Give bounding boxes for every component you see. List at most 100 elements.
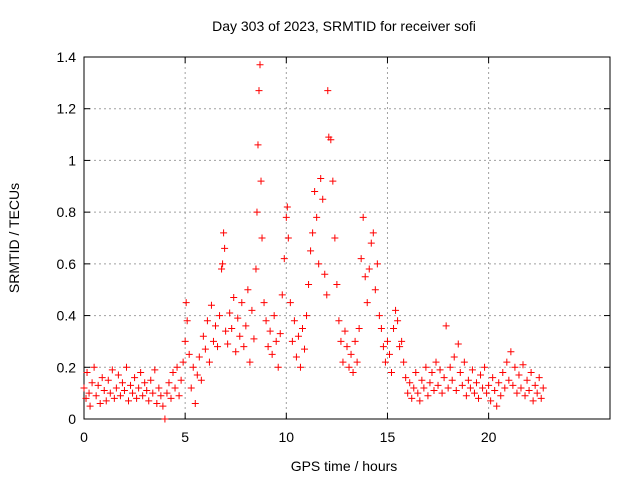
data-point: [209, 337, 217, 345]
data-point: [456, 368, 464, 376]
data-point: [324, 87, 332, 95]
data-point: [345, 363, 353, 371]
data-point: [436, 366, 444, 374]
data-point: [219, 260, 227, 268]
data-point: [149, 389, 157, 397]
data-point: [157, 392, 165, 400]
data-point: [284, 234, 292, 242]
data-point: [371, 286, 379, 294]
data-point: [481, 363, 489, 371]
data-point: [414, 389, 422, 397]
x-tick-label: 0: [80, 429, 88, 445]
data-point: [333, 281, 341, 289]
data-point: [315, 260, 323, 268]
data-point: [464, 376, 472, 384]
chart-title: Day 303 of 2023, SRMTID for receiver sof…: [212, 18, 476, 34]
data-point: [127, 381, 135, 389]
data-point: [323, 291, 331, 299]
data-point: [361, 273, 369, 281]
data-point: [86, 402, 94, 410]
data-point: [406, 379, 414, 387]
data-point: [282, 213, 290, 221]
data-point: [470, 389, 478, 397]
data-point: [163, 389, 171, 397]
data-point: [221, 244, 229, 252]
data-point: [228, 325, 236, 332]
data-point: [253, 208, 261, 216]
data-point: [139, 392, 147, 400]
y-tick-label: 1: [68, 152, 76, 168]
data-point: [161, 415, 169, 423]
data-point: [303, 312, 311, 320]
data-point: [458, 381, 466, 389]
data-point: [499, 368, 507, 376]
data-point: [351, 337, 359, 345]
data-point: [301, 345, 309, 353]
data-point: [257, 177, 265, 185]
data-point: [212, 322, 219, 330]
data-point: [96, 399, 104, 407]
data-point: [385, 350, 393, 358]
data-point: [485, 381, 493, 389]
data-point: [159, 402, 167, 410]
data-point: [319, 195, 327, 203]
data-point: [248, 306, 256, 314]
data-point: [294, 332, 302, 340]
data-point: [430, 387, 438, 395]
data-point: [412, 368, 420, 376]
data-point: [137, 368, 145, 376]
data-point: [377, 325, 385, 332]
data-point: [131, 374, 139, 382]
data-point: [94, 381, 102, 389]
data-point: [392, 306, 400, 314]
data-point: [298, 325, 306, 332]
data-point: [242, 322, 250, 330]
data-point: [497, 392, 505, 400]
data-point: [483, 389, 491, 397]
data-point: [195, 353, 203, 361]
data-point: [400, 358, 408, 366]
data-point: [110, 394, 118, 402]
data-point: [515, 371, 523, 379]
data-point: [207, 301, 215, 309]
data-point: [244, 286, 252, 294]
data-point: [276, 330, 284, 338]
data-point: [236, 332, 244, 340]
data-point: [444, 384, 452, 392]
data-point: [347, 350, 355, 358]
data-point: [426, 379, 434, 387]
data-point: [531, 381, 539, 389]
data-point: [438, 389, 446, 397]
data-point: [230, 293, 238, 301]
data-point: [388, 368, 396, 376]
data-point: [83, 368, 91, 376]
data-point: [363, 299, 371, 307]
data-point: [365, 265, 373, 273]
data-point: [246, 358, 254, 366]
data-point: [503, 358, 511, 366]
data-point: [272, 337, 280, 345]
data-point: [521, 392, 529, 400]
data-point: [290, 317, 298, 325]
data-point: [183, 317, 191, 325]
data-point: [80, 384, 88, 392]
data-point: [193, 371, 201, 379]
data-point: [440, 374, 448, 382]
gridlines: [84, 57, 610, 419]
data-point: [288, 337, 296, 345]
data-point: [224, 340, 232, 348]
data-point: [327, 136, 335, 144]
data-point: [280, 255, 288, 263]
data-point: [402, 374, 410, 382]
data-point: [199, 332, 207, 340]
data-point: [369, 229, 377, 237]
data-point: [133, 394, 141, 402]
x-tick-label: 15: [380, 429, 396, 445]
data-point: [268, 350, 276, 358]
data-point: [383, 337, 391, 345]
data-point: [122, 363, 130, 371]
data-point: [390, 325, 398, 332]
data-point: [171, 384, 179, 392]
y-tick-label: 0.6: [57, 256, 77, 272]
data-point: [286, 299, 294, 307]
